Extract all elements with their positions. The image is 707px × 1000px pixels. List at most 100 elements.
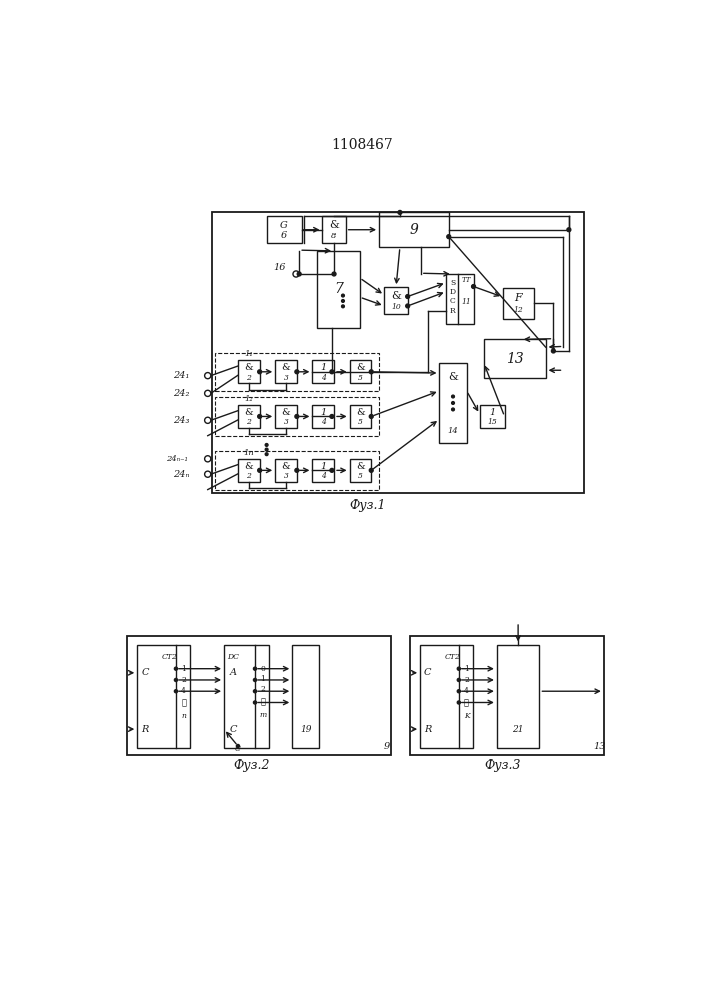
FancyBboxPatch shape bbox=[317, 251, 360, 328]
Text: 7: 7 bbox=[334, 282, 343, 296]
Text: &: & bbox=[391, 291, 401, 301]
Text: &: & bbox=[245, 462, 253, 471]
FancyBboxPatch shape bbox=[385, 287, 408, 314]
FancyBboxPatch shape bbox=[497, 645, 539, 748]
Circle shape bbox=[258, 468, 262, 472]
Text: m: m bbox=[259, 711, 267, 719]
Text: ⋯: ⋯ bbox=[464, 700, 469, 708]
Text: 13: 13 bbox=[594, 742, 606, 751]
FancyBboxPatch shape bbox=[224, 645, 269, 748]
Text: 6: 6 bbox=[281, 231, 287, 240]
Text: R: R bbox=[424, 725, 431, 734]
Text: CT2: CT2 bbox=[445, 653, 461, 661]
Circle shape bbox=[330, 415, 334, 418]
FancyBboxPatch shape bbox=[503, 288, 534, 319]
Text: &: & bbox=[245, 363, 253, 372]
Text: 15: 15 bbox=[487, 418, 497, 426]
Text: 2: 2 bbox=[246, 472, 251, 480]
Text: C: C bbox=[424, 668, 431, 677]
Circle shape bbox=[341, 305, 344, 308]
Circle shape bbox=[265, 453, 268, 456]
Circle shape bbox=[551, 349, 555, 353]
Circle shape bbox=[293, 271, 299, 277]
Text: &: & bbox=[356, 462, 365, 471]
Text: 5: 5 bbox=[358, 418, 363, 426]
FancyBboxPatch shape bbox=[446, 274, 474, 324]
Circle shape bbox=[369, 370, 373, 374]
Text: 1: 1 bbox=[320, 363, 327, 372]
FancyBboxPatch shape bbox=[480, 405, 505, 428]
Text: 2: 2 bbox=[260, 685, 265, 693]
Text: ⋯: ⋯ bbox=[181, 700, 186, 708]
Circle shape bbox=[452, 395, 455, 398]
Circle shape bbox=[295, 370, 299, 374]
Circle shape bbox=[253, 690, 257, 693]
FancyBboxPatch shape bbox=[420, 645, 473, 748]
Text: &: & bbox=[356, 408, 365, 417]
Text: Фуз.1: Фуз.1 bbox=[349, 498, 385, 512]
Circle shape bbox=[204, 373, 211, 379]
FancyBboxPatch shape bbox=[238, 405, 259, 428]
Text: 8: 8 bbox=[332, 232, 337, 240]
Circle shape bbox=[457, 690, 460, 693]
Circle shape bbox=[330, 468, 334, 472]
Text: 24ₙ: 24ₙ bbox=[173, 470, 189, 479]
Text: F: F bbox=[515, 293, 522, 303]
Circle shape bbox=[265, 444, 268, 446]
Circle shape bbox=[204, 456, 211, 462]
FancyBboxPatch shape bbox=[379, 212, 449, 247]
Text: 3: 3 bbox=[284, 374, 288, 382]
Text: CT2: CT2 bbox=[162, 653, 178, 661]
Circle shape bbox=[406, 295, 409, 298]
Circle shape bbox=[295, 415, 299, 418]
FancyBboxPatch shape bbox=[349, 459, 371, 482]
FancyBboxPatch shape bbox=[238, 360, 259, 383]
Text: 1: 1 bbox=[181, 665, 186, 673]
Circle shape bbox=[253, 667, 257, 670]
Text: 5: 5 bbox=[358, 374, 363, 382]
Text: 24₂: 24₂ bbox=[173, 389, 189, 398]
Text: Фуз.2: Фуз.2 bbox=[233, 759, 269, 772]
Text: 1: 1 bbox=[260, 675, 265, 683]
Circle shape bbox=[472, 285, 476, 288]
Text: G: G bbox=[280, 221, 288, 230]
Text: 2: 2 bbox=[246, 374, 251, 382]
FancyBboxPatch shape bbox=[312, 459, 334, 482]
Circle shape bbox=[175, 678, 177, 681]
Text: 4: 4 bbox=[321, 374, 326, 382]
Circle shape bbox=[258, 370, 262, 374]
FancyBboxPatch shape bbox=[312, 360, 334, 383]
Text: &: & bbox=[448, 372, 458, 382]
Text: Фуз.3: Фуз.3 bbox=[485, 759, 521, 772]
Circle shape bbox=[175, 667, 177, 670]
FancyBboxPatch shape bbox=[292, 645, 320, 748]
Circle shape bbox=[369, 468, 373, 472]
Circle shape bbox=[457, 678, 460, 681]
Circle shape bbox=[341, 294, 344, 297]
Text: 1: 1 bbox=[489, 408, 496, 417]
FancyBboxPatch shape bbox=[484, 339, 546, 378]
Circle shape bbox=[398, 210, 402, 214]
Text: &: & bbox=[329, 220, 339, 230]
Circle shape bbox=[253, 678, 257, 681]
Circle shape bbox=[204, 471, 211, 477]
Circle shape bbox=[253, 701, 257, 704]
Text: &: & bbox=[281, 408, 291, 417]
Text: 4: 4 bbox=[321, 418, 326, 426]
Text: 4: 4 bbox=[464, 687, 469, 695]
Circle shape bbox=[204, 417, 211, 423]
Text: 13: 13 bbox=[506, 352, 523, 366]
Text: 1₂: 1₂ bbox=[245, 395, 253, 403]
Text: D: D bbox=[450, 288, 456, 296]
Text: 4: 4 bbox=[321, 472, 326, 480]
Text: &: & bbox=[245, 408, 253, 417]
Circle shape bbox=[457, 701, 460, 704]
Text: 2: 2 bbox=[464, 676, 469, 684]
Text: 3: 3 bbox=[284, 472, 288, 480]
Text: K: K bbox=[464, 712, 469, 720]
Text: &: & bbox=[281, 462, 291, 471]
Text: 16: 16 bbox=[274, 263, 286, 272]
Text: 1: 1 bbox=[464, 665, 469, 673]
FancyBboxPatch shape bbox=[275, 360, 297, 383]
Text: R: R bbox=[141, 725, 148, 734]
